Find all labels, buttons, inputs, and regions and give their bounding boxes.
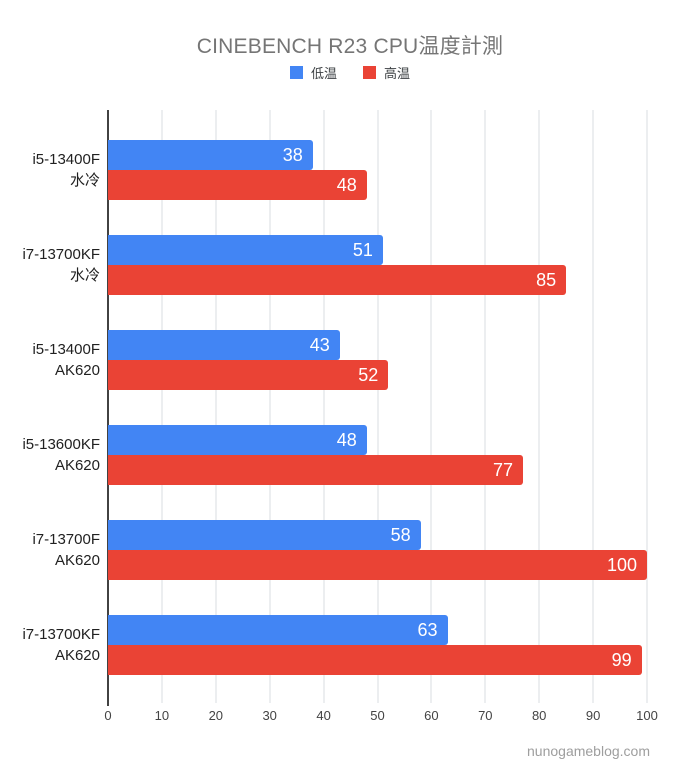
bar-group: 58 100 <box>108 520 647 580</box>
legend-swatch-high-icon <box>363 66 376 79</box>
bar-row: 48 <box>108 425 647 455</box>
gridline <box>538 110 540 703</box>
gridline <box>215 110 217 703</box>
legend-item-high: 高温 <box>363 63 410 82</box>
bar-group: 51 85 <box>108 235 647 295</box>
category-label-line2: AK620 <box>54 552 100 569</box>
x-tick-label: 40 <box>316 708 331 723</box>
bar-high: 77 <box>108 455 524 485</box>
category-label-line1: i7-13700KF <box>22 246 100 263</box>
y-axis-category-labels: i5-13400F 水冷 i7-13700KF 水冷 i5-13400F AK620 i5-… <box>0 110 100 703</box>
bar-high: 100 <box>108 550 647 580</box>
bar-high: 52 <box>108 360 389 390</box>
category-label-line1: i5-13400F <box>32 341 100 358</box>
bar-value-label: 38 <box>282 144 303 165</box>
bar-high: 48 <box>108 170 367 200</box>
bar-row: 77 <box>108 455 647 485</box>
category-label-line1: i7-13700F <box>32 531 100 548</box>
bar-low: 43 <box>108 330 340 360</box>
x-tick-label: 20 <box>208 708 224 723</box>
category-label: i5-13400F 水冷 <box>0 140 100 200</box>
bar-group: 43 52 <box>108 330 647 390</box>
bar-value-label: 58 <box>390 524 411 545</box>
category-label: i5-13400F AK620 <box>0 330 100 390</box>
bar-value-label: 43 <box>309 334 330 355</box>
bar-value-label: 48 <box>336 174 357 195</box>
bar-value-label: 51 <box>352 239 373 260</box>
category-label-line2: AK620 <box>54 457 100 474</box>
bar-group: 63 99 <box>108 615 647 675</box>
x-tick-label: 0 <box>104 708 112 723</box>
bar-row: 58 <box>108 520 647 550</box>
bar-row: 85 <box>108 265 647 295</box>
legend-label-high: 高温 <box>384 66 411 81</box>
bar-row: 63 <box>108 615 647 645</box>
bar-low: 58 <box>108 520 421 550</box>
legend-item-low: 低温 <box>289 63 337 82</box>
bar-low: 48 <box>108 425 367 455</box>
x-tick-label: 60 <box>424 708 439 723</box>
bar-row: 100 <box>108 550 647 580</box>
bar-row: 51 <box>108 235 647 265</box>
bar-row: 48 <box>108 170 647 200</box>
legend: 低温 高温 <box>0 63 700 82</box>
x-tick-label: 90 <box>585 708 601 723</box>
gridline <box>377 110 378 703</box>
bar-high: 85 <box>108 265 567 295</box>
category-label-line1: i5-13600KF <box>22 436 100 453</box>
x-tick-label: 70 <box>478 708 493 723</box>
plot-area: 38 48 51 85 43 52 48 77 58 100 63 99 <box>108 110 648 703</box>
category-label: i7-13700KF 水冷 <box>0 235 100 295</box>
bar-high: 99 <box>108 645 642 675</box>
bar-value-label: 63 <box>417 619 438 640</box>
x-axis-ticks: 0 10 20 30 40 50 60 70 80 90 100 <box>104 708 657 724</box>
gridline <box>323 110 325 703</box>
category-label-line1: i7-13700KF <box>22 626 100 643</box>
x-tick-label: 80 <box>531 708 547 723</box>
bar-low: 51 <box>108 235 383 265</box>
category-label-line2: 水冷 <box>69 267 100 284</box>
bar-value-label: 99 <box>611 649 632 670</box>
bar-value-label: 52 <box>358 364 379 385</box>
bar-row: 38 <box>108 140 647 170</box>
bar-row: 99 <box>108 645 647 675</box>
y-axis-line <box>107 110 109 706</box>
gridline <box>430 110 432 703</box>
bar-group: 38 48 <box>108 140 647 200</box>
bar-low: 38 <box>108 140 313 170</box>
bar-value-label: 100 <box>606 554 637 575</box>
bar-groups: 38 48 51 85 43 52 48 77 58 100 63 99 <box>108 110 647 703</box>
category-label-line2: AK620 <box>54 362 100 379</box>
bar-low: 63 <box>108 615 448 645</box>
x-tick-label: 10 <box>154 708 170 723</box>
x-tick-label: 30 <box>262 708 277 723</box>
bar-row: 52 <box>108 360 647 390</box>
legend-label-low: 低温 <box>310 66 337 81</box>
legend-swatch-low-icon <box>289 66 303 79</box>
bar-value-label: 85 <box>536 269 557 290</box>
category-label-line2: 水冷 <box>69 172 100 189</box>
bar-group: 48 77 <box>108 425 647 485</box>
category-label: i7-13700F AK620 <box>0 520 100 580</box>
gridline <box>646 110 648 703</box>
gridline <box>161 110 163 703</box>
gridline <box>484 110 486 703</box>
x-tick-label: 50 <box>370 708 385 723</box>
category-label: i5-13600KF AK620 <box>0 425 100 485</box>
gridline <box>269 110 271 703</box>
watermark: nunogameblog.com <box>527 743 650 759</box>
category-label: i7-13700KF AK620 <box>0 615 100 675</box>
bar-value-label: 48 <box>336 429 357 450</box>
category-label-line1: i5-13400F <box>32 151 100 168</box>
chart-title: CINEBENCH R23 CPU温度計測 <box>196 35 504 58</box>
bar-row: 43 <box>108 330 647 360</box>
bar-value-label: 77 <box>492 459 514 480</box>
x-tick-label: 100 <box>636 708 658 723</box>
gridline <box>592 110 594 703</box>
category-label-line2: AK620 <box>54 647 100 664</box>
